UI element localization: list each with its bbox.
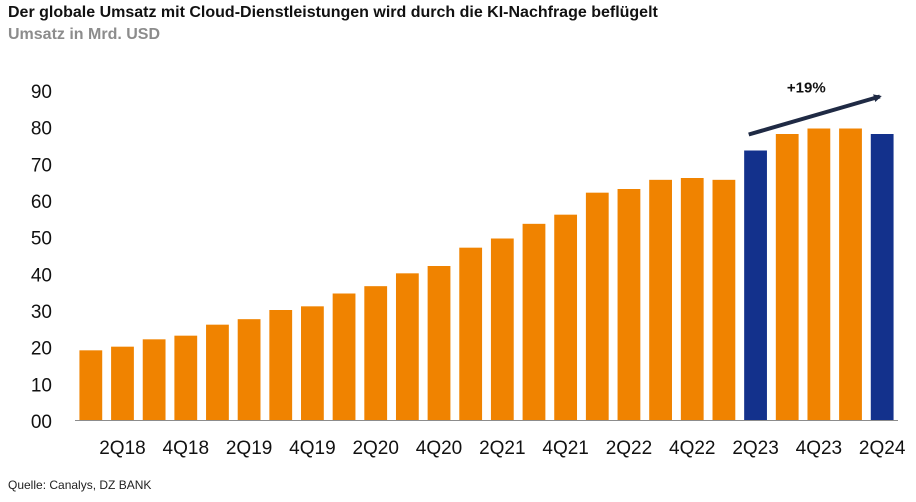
x-axis: 2Q18 4Q18 2Q19 4Q19 2Q20 4Q20 2Q21 4Q21 2Q22 4Q22… <box>99 438 906 459</box>
bars <box>79 128 894 420</box>
x-tick-label: 4Q20 <box>416 438 462 459</box>
bar-4Q19 <box>301 306 324 420</box>
x-tick-label: 2Q23 <box>732 438 778 459</box>
chart-title: Der globale Umsatz mit Cloud-Dienstleist… <box>8 4 658 21</box>
bar-4Q20 <box>427 266 451 420</box>
growth-annotation: +19% <box>748 80 882 137</box>
y-tick-label: 30 <box>31 302 52 323</box>
bar-2Q18 <box>111 346 134 420</box>
y-tick-label: 70 <box>31 155 52 176</box>
bar-2Q19 <box>237 319 261 420</box>
bar-1Q24 <box>839 128 862 420</box>
bar-3Q18 <box>142 339 166 420</box>
bar-3Q22 <box>649 179 672 420</box>
y-tick-label: 80 <box>31 119 52 140</box>
bar-4Q18 <box>174 335 198 420</box>
y-tick-label: 10 <box>31 375 52 396</box>
x-tick-label: 2Q18 <box>99 438 145 459</box>
chart-subtitle: Umsatz in Mrd. USD <box>8 26 161 43</box>
bar-4Q22 <box>680 178 704 420</box>
bar-2Q21 <box>490 238 514 420</box>
source-note: Quelle: Canalys, DZ BANK <box>8 478 152 492</box>
bar-1Q19 <box>206 324 229 420</box>
x-tick-label: 2Q19 <box>226 438 272 459</box>
x-tick-label: 2Q24 <box>859 438 906 459</box>
bar-4Q21 <box>554 214 578 420</box>
y-tick-label: 60 <box>31 192 52 213</box>
bar-3Q20 <box>395 273 419 420</box>
y-tick-label: 40 <box>31 265 52 286</box>
x-tick-label: 2Q21 <box>479 438 525 459</box>
growth-label: +19% <box>787 80 826 97</box>
bar-1Q20 <box>332 293 356 420</box>
x-tick-label: 4Q22 <box>669 438 715 459</box>
growth-arrow <box>748 94 882 137</box>
bar-3Q21 <box>522 223 546 420</box>
bar-3Q19 <box>269 310 293 420</box>
y-tick-label: 50 <box>31 229 52 250</box>
y-tick-label: 00 <box>31 412 52 433</box>
y-tick-label: 90 <box>31 82 52 103</box>
bar-chart: 00 10 20 30 40 50 60 70 80 90 2Q18 4Q18 2Q19 4Q19 2Q2… <box>31 80 906 460</box>
bar-2Q24 <box>870 134 894 420</box>
bar-1Q21 <box>459 247 483 420</box>
bar-2Q20 <box>364 286 388 420</box>
bar-1Q18 <box>79 350 103 420</box>
bar-2Q22 <box>617 189 641 420</box>
x-tick-label: 2Q20 <box>352 438 398 459</box>
x-tick-label: 4Q23 <box>796 438 842 459</box>
x-tick-label: 4Q18 <box>163 438 209 459</box>
bar-1Q22 <box>585 192 609 420</box>
y-tick-label: 20 <box>31 339 52 360</box>
x-tick-label: 2Q22 <box>606 438 652 459</box>
bar-4Q23 <box>807 128 831 420</box>
y-axis: 00 10 20 30 40 50 60 70 80 90 <box>31 82 52 433</box>
bar-2Q23 <box>744 150 767 420</box>
x-tick-label: 4Q19 <box>289 438 335 459</box>
bar-1Q23 <box>712 179 736 420</box>
x-tick-label: 4Q21 <box>542 438 588 459</box>
bar-3Q23 <box>775 134 799 420</box>
